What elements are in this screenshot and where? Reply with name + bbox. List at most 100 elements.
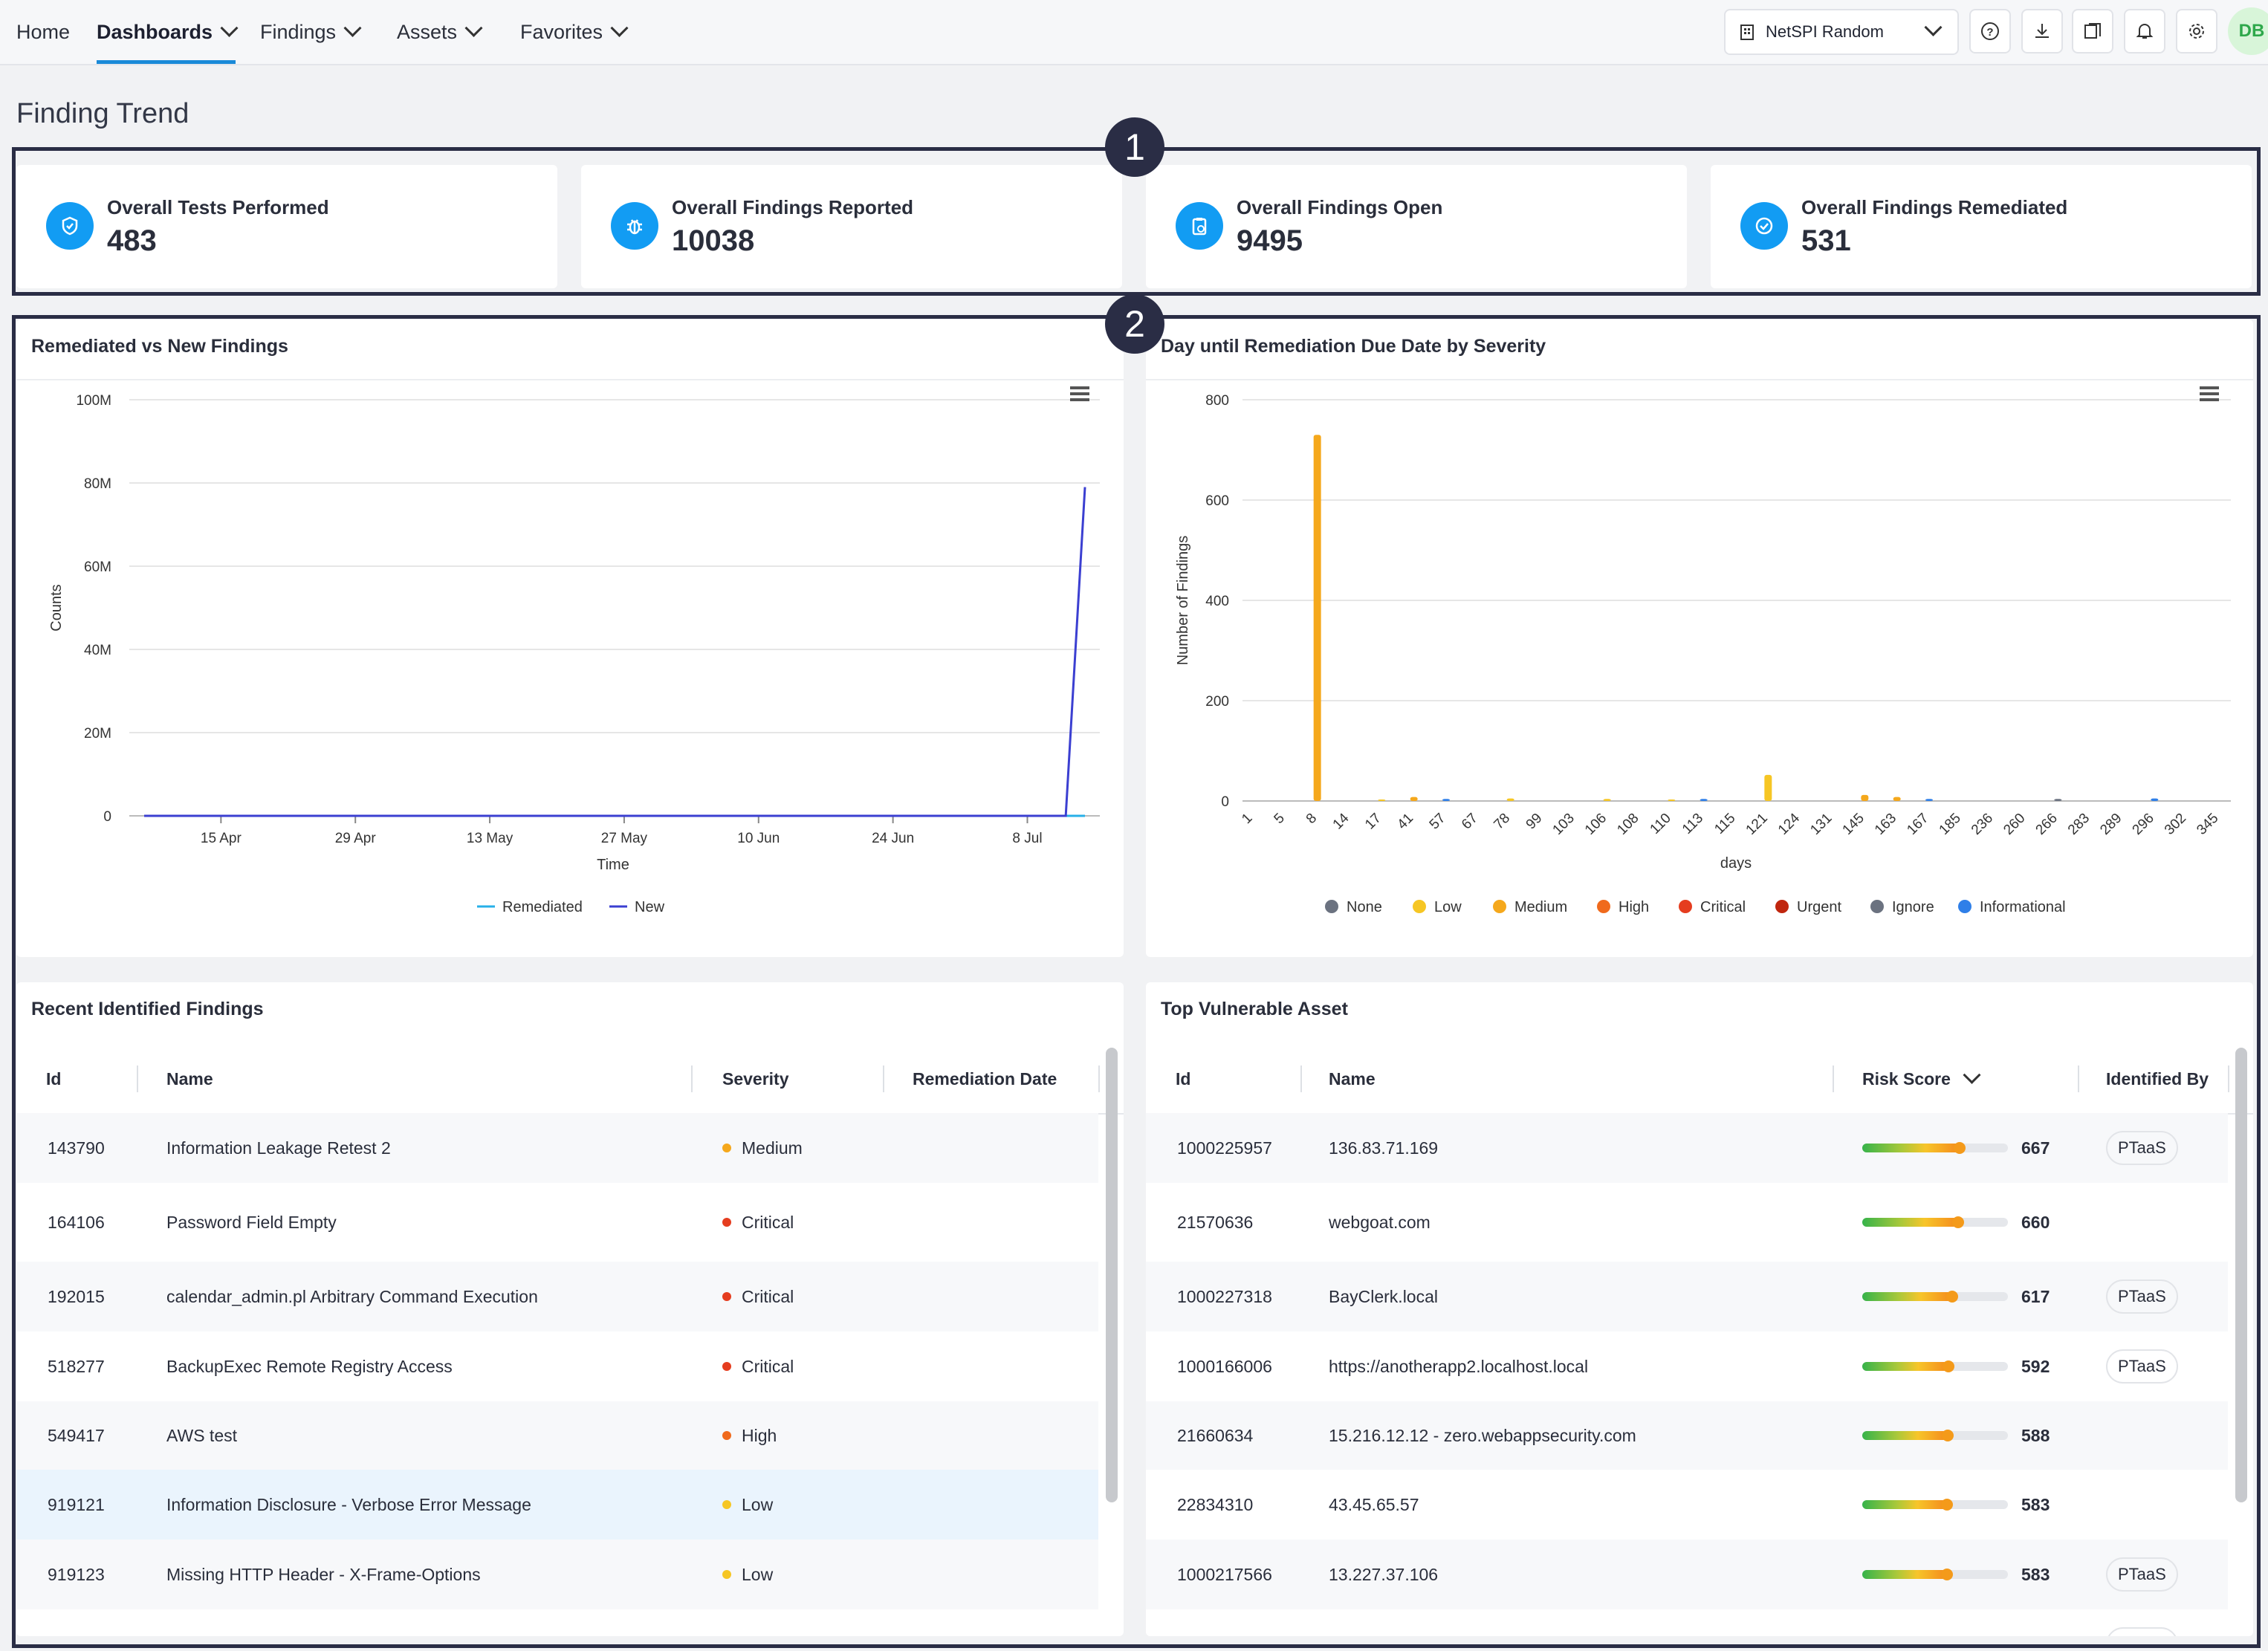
remediated-vs-new-panel: Remediated vs New Findings 0 20M 40M 60M 80M… <box>16 320 1124 957</box>
column-header-severity[interactable]: Severity <box>722 1068 789 1089</box>
finding-severity: Critical <box>722 1183 794 1262</box>
nav-dashboards[interactable]: Dashboards <box>97 0 239 64</box>
chart-menu-icon[interactable] <box>1070 386 1089 401</box>
nav-home[interactable]: Home <box>16 20 71 43</box>
severity-dot-icon <box>722 1500 731 1509</box>
severity-dot-icon <box>722 1218 731 1227</box>
nav-favorites[interactable]: Favorites <box>520 0 629 64</box>
risk-score-value: 583 <box>2021 1564 2050 1584</box>
column-header-name[interactable]: Name <box>1329 1068 1376 1089</box>
legend-label: Low <box>1434 899 1462 915</box>
panel-title: Day until Remediation Due Date by Severi… <box>1161 336 1546 357</box>
panel-title: Remediated vs New Findings <box>31 336 288 357</box>
finding-name: Password Field Empty <box>166 1212 337 1232</box>
legend-label: Medium <box>1514 899 1567 915</box>
severity-label: Critical <box>742 1212 794 1232</box>
risk-score-fill <box>1862 1500 1948 1509</box>
legend-label: New <box>635 899 665 915</box>
severity-label: Low <box>742 1494 774 1514</box>
risk-score-value: 583 <box>2021 1494 2050 1514</box>
stat-value: 9495 <box>1237 224 1303 257</box>
chevron-down-icon <box>464 19 483 37</box>
avatar[interactable]: DB <box>2228 7 2268 55</box>
legend-swatch <box>1679 900 1692 913</box>
column-header-id[interactable]: Id <box>1176 1068 1191 1089</box>
risk-score-knob <box>1941 1569 1954 1580</box>
column-header-identified-by[interactable]: Identified By <box>2106 1068 2209 1089</box>
chart-menu-icon[interactable] <box>2200 386 2219 401</box>
nav-findings[interactable]: Findings <box>260 0 362 64</box>
settings-button[interactable] <box>2176 9 2217 53</box>
org-name: NetSPI Random <box>1766 22 1884 41</box>
legend-swatch <box>1413 900 1426 913</box>
scrollbar[interactable] <box>2235 1048 2247 1502</box>
bar-78 <box>1506 798 1514 801</box>
asset-name: 43.45.65.57 <box>1329 1494 1419 1514</box>
reports-button[interactable] <box>2072 9 2113 53</box>
table-row[interactable]: 1000227318 BayClerk.local 617 PTaaS <box>1146 1262 2228 1333</box>
risk-score-value: 617 <box>2021 1286 2050 1306</box>
stat-label: Overall Findings Open <box>1237 196 1443 218</box>
asset-id: 1000225957 <box>1177 1138 1272 1158</box>
legend-swatch <box>1870 900 1884 913</box>
identified-by: PTaaS <box>2106 1540 2178 1609</box>
column-header-remediation-date[interactable]: Remediation Date <box>913 1068 1057 1089</box>
check-circle-icon <box>1740 202 1788 250</box>
table-row[interactable]: 1000221380 2.2.2.2 583 PTaaS <box>1146 1609 2228 1636</box>
table-row[interactable]: 21570636 webgoat.com 660 <box>1146 1183 2228 1263</box>
table-row[interactable]: 22834310 43.45.65.57 583 <box>1146 1470 2228 1541</box>
scrollbar[interactable] <box>1106 1048 1118 1502</box>
chevron-down-icon <box>343 19 362 37</box>
legend-label: Urgent <box>1797 899 1841 915</box>
table-row[interactable]: 919121 Information Disclosure - Verbose E… <box>16 1470 1098 1541</box>
bar-106 <box>1603 799 1611 801</box>
risk-score-fill <box>1862 1292 1952 1301</box>
column-divider <box>1833 1065 1834 1092</box>
finding-id: 919123 <box>48 1564 105 1584</box>
finding-name: BackupExec Remote Registry Access <box>166 1356 453 1376</box>
finding-severity: High <box>722 1401 777 1470</box>
bar-57 <box>1442 799 1450 801</box>
finding-name: Information Leakage Retest 2 <box>166 1138 391 1158</box>
severity-label: Low <box>742 1564 774 1584</box>
table-row[interactable]: 143790 Information Leakage Retest 2 Medium <box>16 1113 1098 1184</box>
table-row[interactable]: 192015 calendar_admin.pl Arbitrary Comman… <box>16 1262 1098 1333</box>
panel-title: Recent Identified Findings <box>31 999 264 1019</box>
column-divider <box>137 1065 138 1092</box>
severity-dot-icon <box>722 1292 731 1301</box>
chevron-down-icon <box>610 19 629 37</box>
table-row[interactable]: 21660634 15.216.12.12 - zero.webappsecuri… <box>1146 1401 2228 1471</box>
column-header-name[interactable]: Name <box>166 1068 213 1089</box>
table-row[interactable]: 1000225957 136.83.71.169 667 PTaaS <box>1146 1113 2228 1184</box>
severity-label: Medium <box>742 1635 803 1637</box>
table-row[interactable]: 518277 BackupExec Remote Registry Access C… <box>16 1331 1098 1403</box>
risk-score-fill <box>1862 1218 1959 1227</box>
finding-name: AWS test <box>166 1425 237 1445</box>
finding-id: 518277 <box>48 1356 105 1376</box>
download-button[interactable] <box>2021 9 2063 53</box>
legend-swatch <box>1775 900 1789 913</box>
identified-by: PTaaS <box>2106 1609 2178 1636</box>
legend-swatch <box>1958 900 1971 913</box>
column-header-risk-score[interactable]: Risk Score <box>1862 1045 1981 1113</box>
x-tick-label: 15 Apr <box>201 831 242 846</box>
legend-label: Ignore <box>1892 899 1934 915</box>
y-tick-label: 800 <box>1205 393 1229 409</box>
table-row[interactable]: 919124 Information Disclosure - Password … <box>16 1609 1098 1636</box>
column-divider <box>2078 1065 2079 1092</box>
x-tick-label: 10 Jun <box>737 831 780 846</box>
bar-121 <box>1764 774 1772 801</box>
risk-score-knob <box>1953 1142 1966 1154</box>
notifications-button[interactable] <box>2124 9 2165 53</box>
column-header-id[interactable]: Id <box>46 1068 62 1089</box>
org-selector[interactable]: NetSPI Random <box>1724 9 1959 55</box>
risk-score-knob <box>1952 1216 1965 1228</box>
risk-score-bar <box>1862 1499 2008 1511</box>
nav-assets[interactable]: Assets <box>397 0 483 64</box>
finding-name: calendar_admin.pl Arbitrary Command Exec… <box>166 1286 538 1306</box>
severity-label: High <box>742 1425 777 1445</box>
table-row[interactable]: 1000217566 13.227.37.106 583 PTaaS <box>1146 1540 2228 1611</box>
risk-score-knob <box>1942 1430 1954 1441</box>
help-button[interactable]: ? <box>1969 9 2011 53</box>
